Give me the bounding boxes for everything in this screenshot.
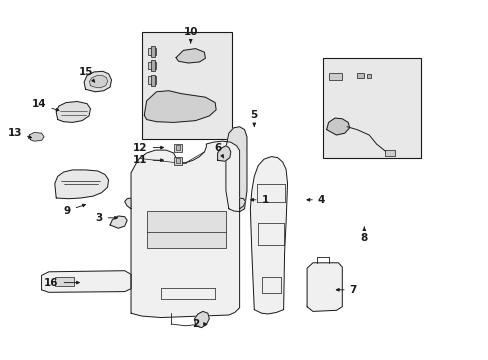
Polygon shape <box>326 118 349 135</box>
Polygon shape <box>225 127 246 212</box>
Bar <box>142 32 232 139</box>
Text: 11: 11 <box>133 155 163 165</box>
Bar <box>150 46 154 57</box>
Polygon shape <box>131 141 239 318</box>
Bar <box>173 144 182 152</box>
Bar <box>55 277 74 286</box>
Text: 7: 7 <box>336 285 356 295</box>
Polygon shape <box>110 216 127 228</box>
Text: 6: 6 <box>214 143 223 158</box>
Polygon shape <box>124 198 131 209</box>
Bar <box>366 74 370 78</box>
Bar <box>147 76 156 84</box>
Polygon shape <box>144 91 216 122</box>
Bar <box>385 150 394 156</box>
Polygon shape <box>41 271 131 292</box>
Text: 2: 2 <box>192 319 206 329</box>
Text: 13: 13 <box>7 128 32 138</box>
Text: 15: 15 <box>78 67 95 82</box>
Polygon shape <box>56 102 90 122</box>
Bar <box>150 75 154 86</box>
Bar <box>328 73 342 80</box>
Polygon shape <box>217 146 230 161</box>
Polygon shape <box>239 198 245 209</box>
Polygon shape <box>29 132 44 141</box>
Polygon shape <box>194 311 209 328</box>
Text: 8: 8 <box>360 227 367 243</box>
Text: 4: 4 <box>306 195 325 205</box>
Polygon shape <box>306 263 342 311</box>
Polygon shape <box>250 157 287 314</box>
Polygon shape <box>84 71 111 92</box>
Polygon shape <box>55 170 108 199</box>
Bar <box>356 73 364 78</box>
Bar <box>147 62 156 69</box>
Bar <box>175 158 180 163</box>
Bar <box>146 211 225 248</box>
Bar <box>150 60 154 71</box>
Text: 16: 16 <box>44 278 79 288</box>
Bar <box>322 58 420 158</box>
Bar <box>173 157 182 165</box>
Text: 3: 3 <box>95 213 117 223</box>
Text: 1: 1 <box>250 195 268 205</box>
Text: 10: 10 <box>183 27 198 43</box>
Bar <box>175 145 180 150</box>
Bar <box>147 48 156 55</box>
Text: 9: 9 <box>63 204 85 216</box>
Polygon shape <box>89 76 107 88</box>
Text: 14: 14 <box>32 99 59 111</box>
Polygon shape <box>176 49 205 63</box>
Text: 12: 12 <box>133 143 163 153</box>
Text: 5: 5 <box>250 110 257 126</box>
